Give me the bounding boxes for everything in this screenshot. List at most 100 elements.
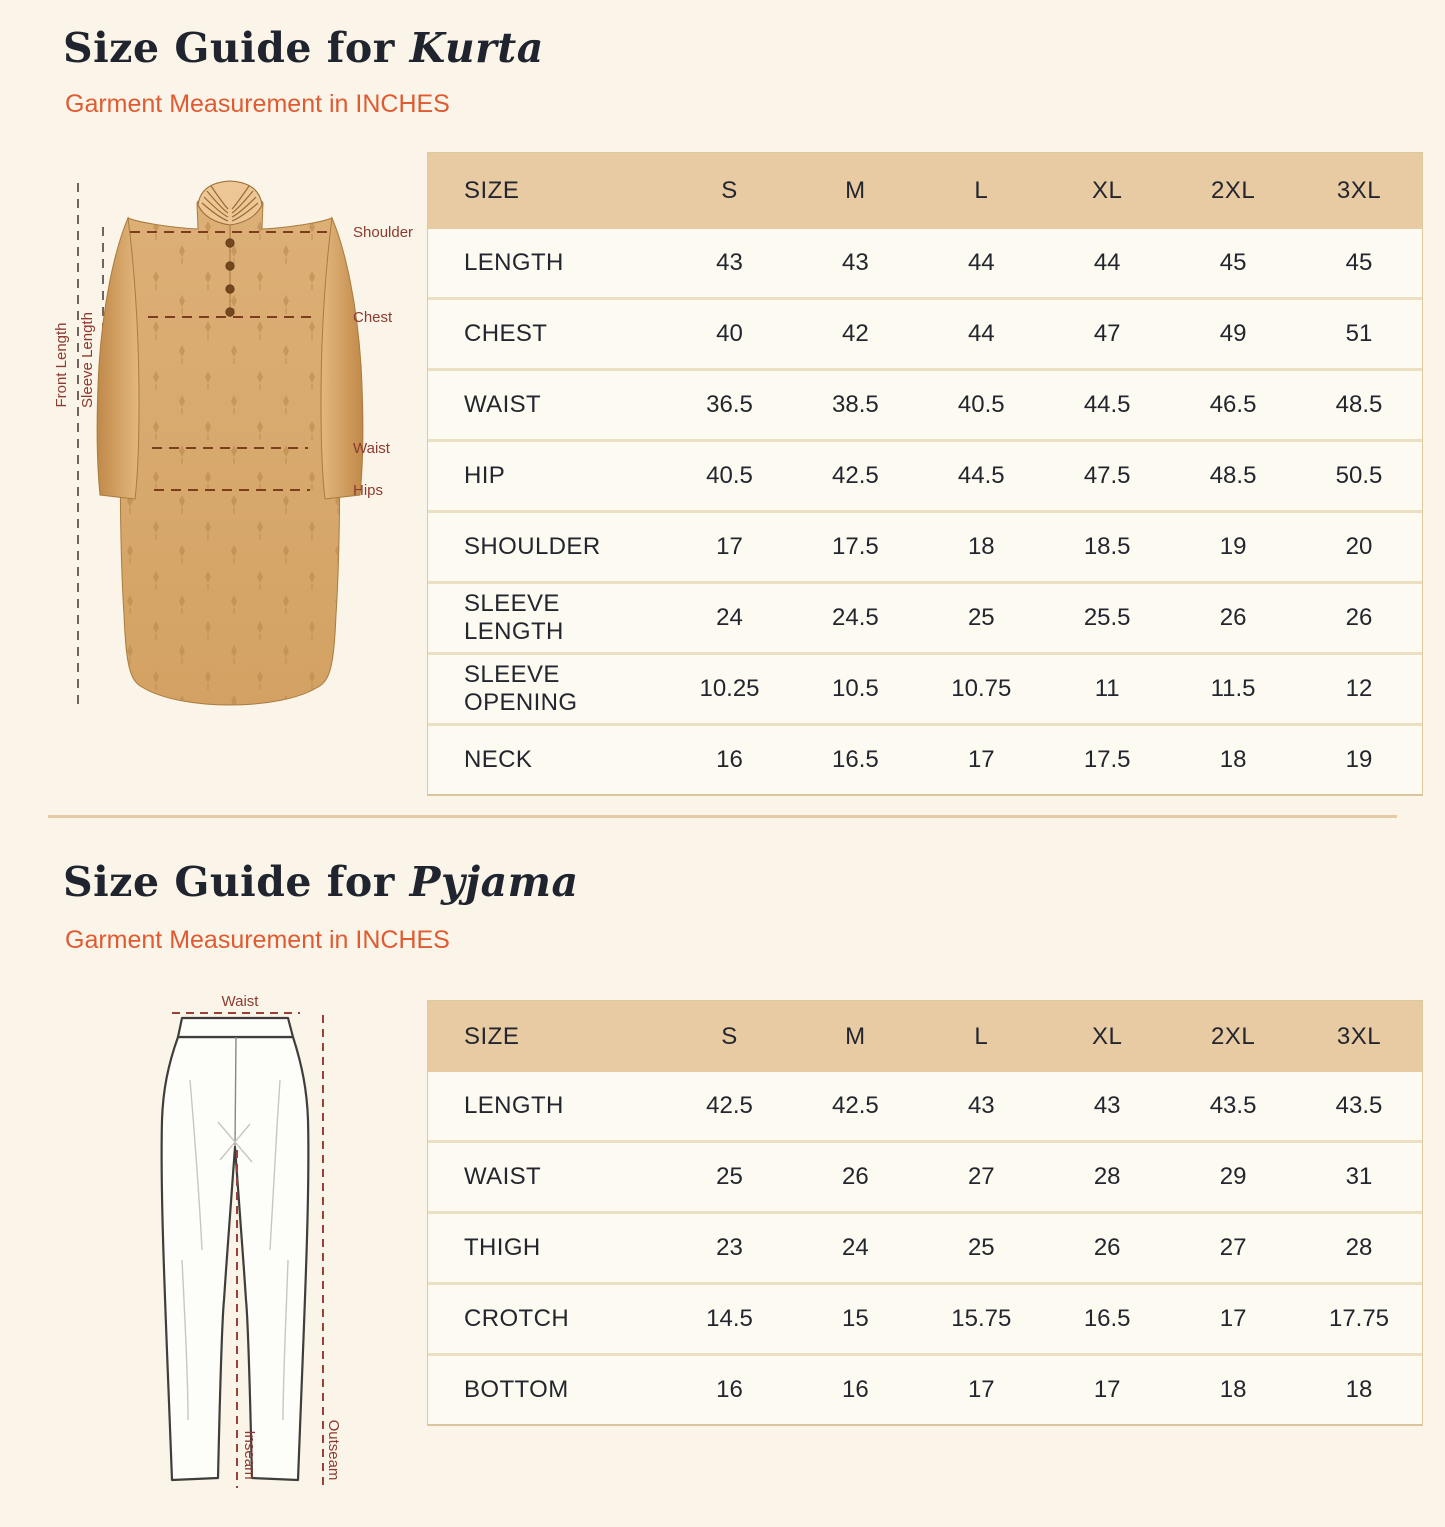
kurta-diagram: Front Length Sleeve Length	[53, 180, 413, 710]
pyjama-title-prefix: Size Guide for	[63, 858, 410, 906]
measurement-value: 48.5	[1170, 439, 1297, 510]
measurement-value: 25	[918, 1211, 1045, 1282]
front-length-label: Front Length	[53, 322, 70, 407]
measurement-value: 16	[666, 723, 793, 794]
measurement-value: 24	[666, 581, 793, 652]
measurement-row: SLEEVE LENGTH 24 24.5 25 25.5 26 26	[428, 581, 1422, 652]
measurement-value: 17.5	[792, 510, 919, 581]
measurement-value: 44.5	[918, 439, 1045, 510]
measurement-value: 40.5	[918, 368, 1045, 439]
measurement-value: 26	[1170, 581, 1297, 652]
measurement-value: 43.5	[1335, 1092, 1383, 1119]
measurement-value: 14.5	[666, 1282, 793, 1353]
measurement-value: 18	[1170, 723, 1297, 794]
measurement-label: NECK	[428, 723, 667, 794]
kurta-size-table: SIZE S M L XL 2XL 3XL LENGTH 43 43 44 44 45 45 CHEST 40…	[427, 152, 1423, 796]
measurement-value: 36.5	[666, 368, 793, 439]
pyjama-illustration	[160, 1016, 310, 1482]
inseam-label: Inseam	[241, 1430, 258, 1479]
measurement-value: 26	[792, 1140, 919, 1211]
measurement-value: 31	[1296, 1140, 1422, 1211]
measurement-value: 12	[1296, 652, 1422, 723]
measurement-value: 43	[716, 249, 743, 276]
measurement-row: WAIST 36.5 38.5 40.5 44.5 46.5 48.5	[428, 368, 1422, 439]
measurement-value: 28	[1044, 1140, 1171, 1211]
measurement-row: SLEEVE OPENING 10.25 10.5 10.75 11 11.5 12	[428, 652, 1422, 723]
pyjama-waist-label: Waist	[222, 993, 260, 1010]
measurement-value: 27	[918, 1140, 1045, 1211]
measurement-row: BOTTOM 16 16 17 17 18 18	[428, 1353, 1422, 1424]
measurement-value: 45	[1345, 249, 1373, 276]
measurement-value: 17.75	[1296, 1282, 1422, 1353]
section-divider	[48, 815, 1397, 818]
pyjama-crease-lines	[181, 1079, 289, 1421]
measurement-value: 42.5	[706, 1092, 753, 1119]
measurement-value: 11	[1044, 652, 1171, 723]
measurement-value: 17	[1170, 1282, 1297, 1353]
header-size-3xl: 3XL	[1296, 1001, 1422, 1072]
measurement-value: 10.25	[666, 652, 793, 723]
measurement-value: 17	[1044, 1353, 1171, 1424]
measurement-label: LENGTH	[464, 249, 564, 276]
measurement-value: 16	[792, 1353, 919, 1424]
measurement-value: 16.5	[1044, 1282, 1171, 1353]
measurement-value: 10.5	[792, 652, 919, 723]
header-size-3xl: 3XL	[1296, 153, 1422, 229]
measurement-value: 29	[1170, 1140, 1297, 1211]
measurement-value: 16	[666, 1353, 793, 1424]
measurement-value: 47.5	[1044, 439, 1171, 510]
measurement-row: CROTCH 14.5 15 15.75 16.5 17 17.75	[428, 1282, 1422, 1353]
header-size-label: SIZE	[428, 1001, 667, 1072]
measurement-value: 11.5	[1170, 652, 1297, 723]
measurement-value: 26	[1044, 1211, 1171, 1282]
kurta-illustration	[96, 180, 364, 706]
measurement-label: WAIST	[428, 368, 667, 439]
pyjama-diagram: Waist Inseam Outseam	[160, 993, 342, 1488]
header-size-m: M	[792, 153, 919, 229]
measurement-value: 49	[1170, 297, 1297, 368]
measurement-value: 40.5	[666, 439, 793, 510]
header-size-s: S	[666, 153, 793, 229]
measurement-label: CHEST	[428, 297, 667, 368]
header-size-label: SIZE	[428, 153, 667, 229]
measurement-label: SLEEVE OPENING	[428, 652, 667, 723]
kurta-title-garment: Kurta	[409, 24, 544, 72]
measurement-value: 18.5	[1044, 510, 1171, 581]
header-size-2xl: 2XL	[1170, 1001, 1297, 1072]
measurement-value: 42.5	[832, 1092, 879, 1119]
measurement-value: 43	[967, 1092, 995, 1119]
measurement-label: HIP	[428, 439, 667, 510]
header-size-xl: XL	[1044, 153, 1171, 229]
measurement-label: WAIST	[428, 1140, 667, 1211]
measurement-value: 24	[792, 1211, 919, 1282]
chest-label: Chest	[353, 309, 393, 326]
measurement-value: 48.5	[1296, 368, 1422, 439]
measurement-value: 26	[1296, 581, 1422, 652]
measurement-value: 38.5	[792, 368, 919, 439]
table-header-row: SIZE S M L XL 2XL 3XL	[428, 1001, 1422, 1072]
measurement-value: 18	[1170, 1353, 1297, 1424]
header-size-s: S	[666, 1001, 793, 1072]
measurement-value: 40	[666, 297, 793, 368]
measurement-value: 50.5	[1296, 439, 1422, 510]
outseam-label: Outseam	[325, 1420, 342, 1481]
measurement-value: 17	[918, 723, 1045, 794]
measurement-value: 25.5	[1044, 581, 1171, 652]
measurement-value: 44	[1093, 249, 1121, 276]
measurement-label: LENGTH	[464, 1092, 564, 1119]
measurement-row: HIP 40.5 42.5 44.5 47.5 48.5 50.5	[428, 439, 1422, 510]
header-size-l: L	[918, 153, 1045, 229]
measurement-value: 25	[918, 581, 1045, 652]
measurement-value: 42	[792, 297, 919, 368]
header-size-xl: XL	[1044, 1001, 1171, 1072]
kurta-section-title: Size Guide for Kurta	[63, 24, 544, 72]
measurement-value: 15	[792, 1282, 919, 1353]
pyjama-size-table: SIZE S M L XL 2XL 3XL LENGTH 42.5 42.5 43 43 43.5 43.…	[427, 1000, 1423, 1426]
measurement-value: 43	[1093, 1092, 1121, 1119]
measurement-value: 23	[666, 1211, 793, 1282]
measurement-label: BOTTOM	[428, 1353, 667, 1424]
header-size-l: L	[918, 1001, 1045, 1072]
table-header-row: SIZE S M L XL 2XL 3XL	[428, 153, 1422, 229]
measurement-value: 28	[1296, 1211, 1422, 1282]
measurement-value: 10.75	[918, 652, 1045, 723]
